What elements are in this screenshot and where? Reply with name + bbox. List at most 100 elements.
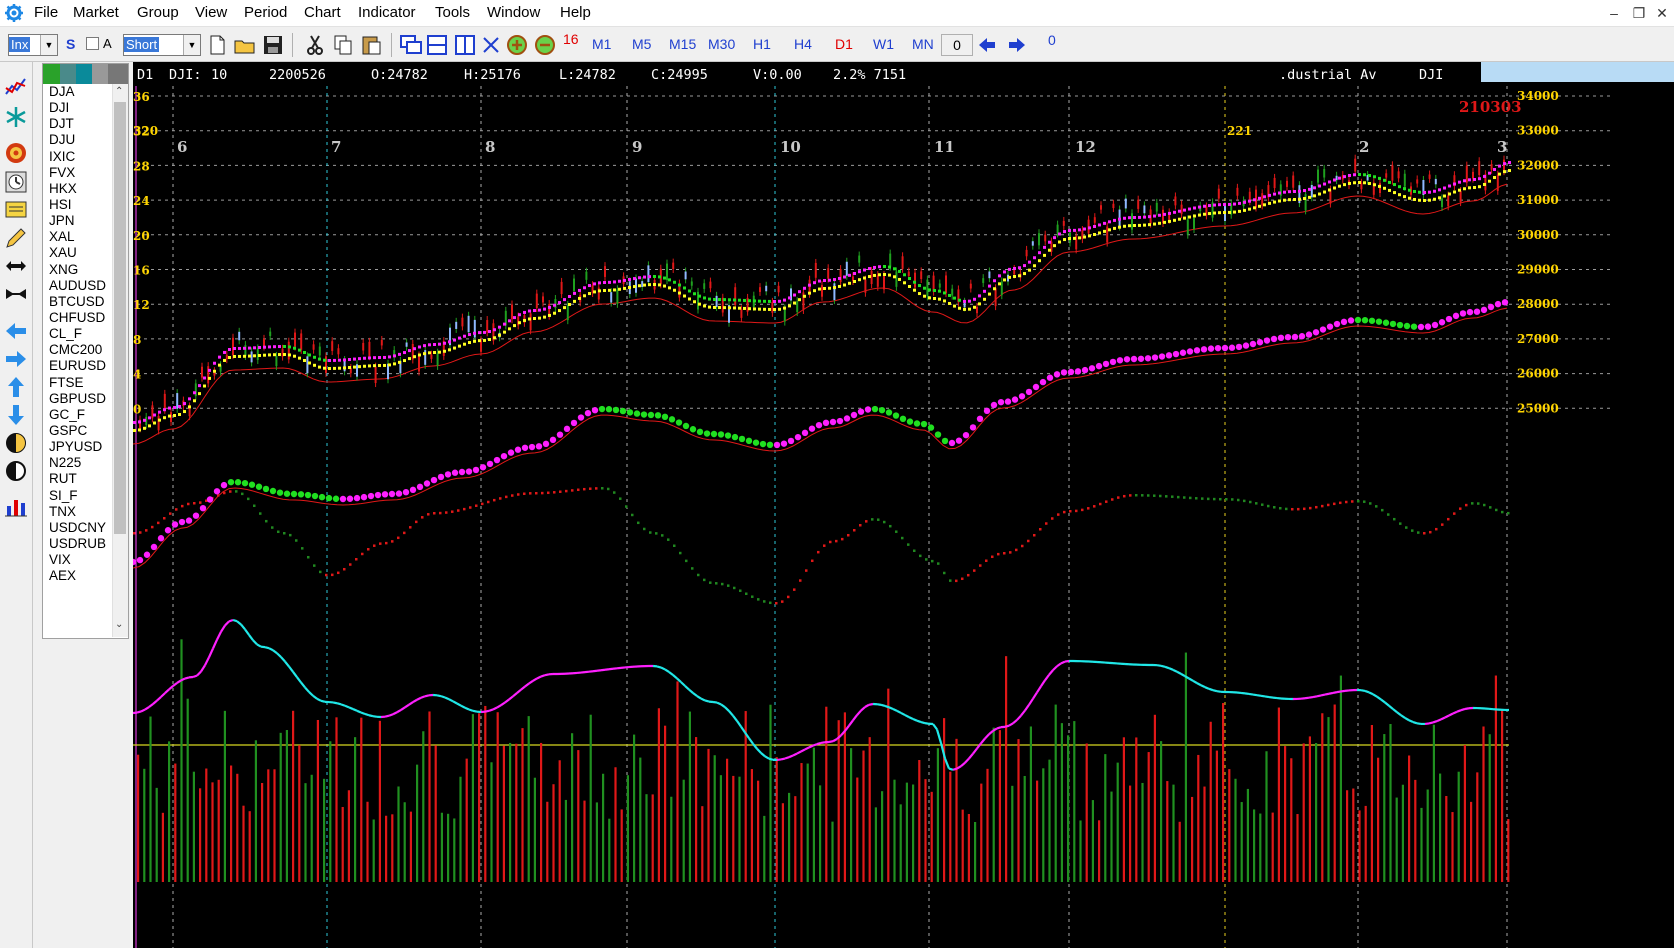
- menu-indicator[interactable]: Indicator: [358, 4, 416, 21]
- arrow-right-icon[interactable]: [3, 346, 29, 372]
- menu-period[interactable]: Period: [244, 4, 288, 21]
- target-icon[interactable]: [3, 140, 29, 166]
- symbol-item-btcusd[interactable]: BTCUSD: [49, 293, 105, 309]
- snowflake-icon[interactable]: [3, 104, 29, 130]
- symbol-item-rut[interactable]: RUT: [49, 471, 77, 487]
- timeframe-h4[interactable]: H4: [794, 36, 812, 52]
- shift-field[interactable]: 0: [941, 34, 973, 56]
- timeframe-m1[interactable]: M1: [592, 36, 612, 52]
- paste-icon[interactable]: [359, 33, 383, 57]
- clock-icon[interactable]: [3, 169, 29, 195]
- restore-icon[interactable]: ❐: [1632, 5, 1646, 21]
- mode-combo[interactable]: Short ▼: [123, 34, 201, 56]
- tile-horizontal-icon[interactable]: [425, 33, 449, 57]
- save-icon[interactable]: [261, 33, 285, 57]
- scrollbar-thumb[interactable]: [114, 102, 126, 534]
- arrow-left-icon[interactable]: [975, 33, 999, 57]
- half-circle-white-icon[interactable]: [3, 458, 29, 484]
- chevron-up-icon[interactable]: ⌃: [115, 86, 124, 97]
- symbol-item-jpyusd[interactable]: JPYUSD: [49, 439, 103, 455]
- copy-icon[interactable]: [331, 33, 355, 57]
- band-dot: [733, 586, 736, 590]
- symbol-item-aex[interactable]: AEX: [49, 568, 77, 584]
- arrow-down-icon[interactable]: [3, 402, 29, 428]
- line-chart-icon[interactable]: [3, 74, 29, 100]
- chevron-down-icon[interactable]: ▼: [40, 35, 57, 55]
- tile-vertical-icon[interactable]: [453, 33, 477, 57]
- arrow-right-icon[interactable]: [1005, 33, 1029, 57]
- symbol-item-jpn[interactable]: JPN: [49, 213, 75, 229]
- pencil-icon[interactable]: [3, 225, 29, 251]
- timeframe-d1[interactable]: D1: [835, 36, 853, 52]
- chart-window[interactable]: 36 32 28 24 20 16 12 8 4 0 34000 33000 32000 31000 300…: [133, 62, 1674, 948]
- timeframe-w1[interactable]: W1: [873, 36, 894, 52]
- arrow-up-icon[interactable]: [3, 374, 29, 400]
- symbol-item-xng[interactable]: XNG: [49, 261, 79, 277]
- menu-help[interactable]: Help: [560, 4, 591, 21]
- symbol-item-ftse[interactable]: FTSE: [49, 374, 84, 390]
- symbol-item-ixic[interactable]: IXIC: [49, 148, 76, 164]
- symbol-item-n225[interactable]: N225: [49, 455, 82, 471]
- symbol-item-usdrub[interactable]: USDRUB: [49, 535, 107, 551]
- menu-window[interactable]: Window: [487, 4, 541, 21]
- symbol-item-xau[interactable]: XAU: [49, 245, 77, 261]
- symbol-item-dji[interactable]: DJI: [49, 100, 70, 116]
- zoom-out-icon[interactable]: [533, 33, 557, 57]
- timeframe-m15[interactable]: M15: [669, 36, 697, 52]
- new-file-icon[interactable]: [205, 33, 229, 57]
- symbol-item-dju[interactable]: DJU: [49, 132, 76, 148]
- symbol-item-eurusd[interactable]: EURUSD: [49, 358, 107, 374]
- note-icon[interactable]: [3, 197, 29, 223]
- cascade-windows-icon[interactable]: [399, 33, 423, 57]
- menu-file[interactable]: File: [34, 4, 59, 21]
- close-icon[interactable]: ✕: [1656, 5, 1668, 21]
- s-toggle[interactable]: S: [66, 36, 76, 52]
- band-dot: [883, 520, 886, 524]
- menu-chart[interactable]: Chart: [304, 4, 341, 21]
- arrow-left-icon[interactable]: [3, 318, 29, 344]
- timeframe-m30[interactable]: M30: [708, 36, 736, 52]
- symbol-item-gbpusd[interactable]: GBPUSD: [49, 390, 107, 406]
- symbol-item-audusd[interactable]: AUDUSD: [49, 277, 107, 293]
- timeframe-m5[interactable]: M5: [632, 36, 652, 52]
- expand-horizontal-icon[interactable]: [3, 253, 29, 279]
- chevron-down-icon[interactable]: ⌄: [115, 619, 124, 630]
- symbol-item-djt[interactable]: DJT: [49, 116, 74, 132]
- menu-view[interactable]: View: [195, 4, 228, 21]
- menu-group[interactable]: Group: [137, 4, 179, 21]
- symbol-item-vix[interactable]: VIX: [49, 552, 71, 568]
- symbol-item-tnx[interactable]: TNX: [49, 503, 76, 519]
- menu-tools[interactable]: Tools: [435, 4, 471, 21]
- price-chart[interactable]: 3632282420161284034000330003200031000300…: [133, 62, 1674, 948]
- ma-dot: [437, 473, 445, 481]
- a-checkbox[interactable]: [86, 37, 99, 50]
- ma-dot: [941, 437, 949, 445]
- symbol-item-hkx[interactable]: HKX: [49, 180, 77, 196]
- symbol-item-hsi[interactable]: HSI: [49, 196, 72, 212]
- menu-market[interactable]: Market: [73, 4, 119, 21]
- open-folder-icon[interactable]: [233, 33, 257, 57]
- timeframe-h1[interactable]: H1: [753, 36, 771, 52]
- symbol-combo[interactable]: Inx ▼: [8, 34, 58, 56]
- symbol-item-cl_f[interactable]: CL_F: [49, 326, 83, 342]
- statistics-icon[interactable]: [3, 494, 29, 520]
- symbol-item-gc_f[interactable]: GC_F: [49, 406, 86, 422]
- chevron-down-icon[interactable]: ▼: [183, 35, 200, 55]
- oscillator-segment: [1320, 693, 1326, 697]
- symbol-item-chfusd[interactable]: CHFUSD: [49, 309, 106, 325]
- half-circle-yellow-icon[interactable]: [3, 430, 29, 456]
- symbol-item-fvx[interactable]: FVX: [49, 164, 76, 180]
- cut-icon[interactable]: [303, 33, 327, 57]
- symbol-item-dja[interactable]: DJA: [49, 84, 75, 99]
- symbol-item-cmc200[interactable]: CMC200: [49, 342, 103, 358]
- minimize-icon[interactable]: –: [1610, 5, 1618, 21]
- symbol-item-gspc[interactable]: GSPC: [49, 422, 88, 438]
- zoom-in-icon[interactable]: [505, 33, 529, 57]
- crosshair-icon[interactable]: [479, 33, 503, 57]
- symbol-item-usdcny[interactable]: USDCNY: [49, 519, 107, 535]
- symbol-list-scrollbar[interactable]: ⌃ ⌄: [112, 84, 128, 637]
- symbol-item-si_f[interactable]: SI_F: [49, 487, 78, 503]
- symbol-item-xal[interactable]: XAL: [49, 229, 75, 245]
- timeframe-mn[interactable]: MN: [912, 36, 934, 52]
- compress-horizontal-icon[interactable]: [3, 281, 29, 307]
